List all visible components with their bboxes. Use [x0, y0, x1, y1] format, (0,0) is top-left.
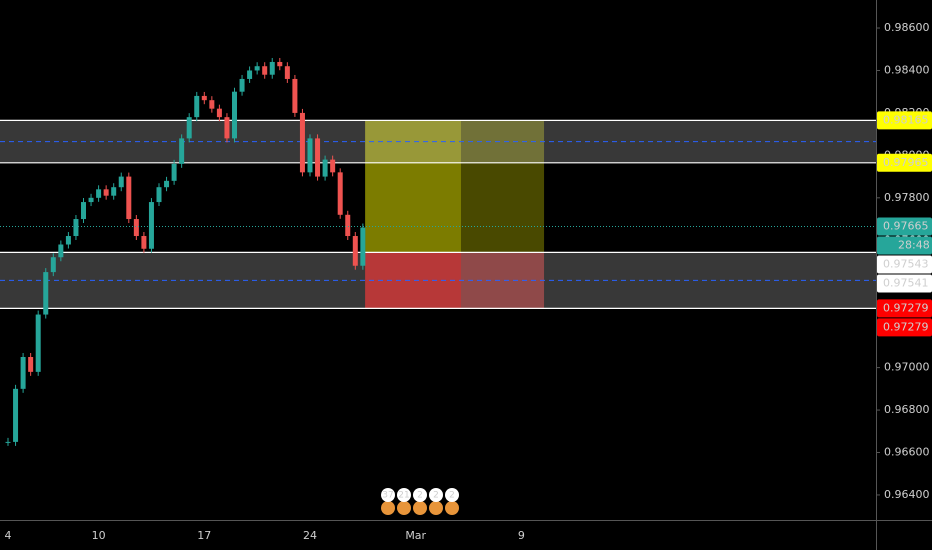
- position-stop: [461, 252, 545, 309]
- candle: [254, 66, 260, 71]
- y-tick-label: 0.96800: [884, 403, 930, 416]
- price-badge: [877, 274, 932, 293]
- candle: [20, 356, 26, 389]
- price-badge-label: 0.98165: [883, 113, 929, 126]
- position-target-filled: [365, 120, 461, 253]
- x-tick-label: 4: [5, 529, 12, 542]
- candle: [164, 180, 170, 188]
- candle: [148, 202, 154, 249]
- candle: [239, 78, 245, 92]
- candle: [201, 95, 207, 101]
- y-tick-label: 0.97000: [884, 361, 930, 374]
- countdown-badge: [877, 236, 932, 255]
- price-badge-label: 0.97543: [883, 257, 929, 270]
- event-icon: [413, 501, 427, 515]
- candle: [322, 159, 328, 177]
- y-tick-label: 0.98400: [884, 63, 930, 76]
- event-badge: [445, 488, 459, 502]
- event-icon: [429, 501, 443, 515]
- candle: [118, 176, 124, 188]
- candle: [13, 388, 19, 442]
- candle: [216, 108, 222, 118]
- candle: [262, 66, 268, 75]
- candle: [126, 176, 132, 220]
- position-target: [461, 120, 545, 253]
- candle: [292, 78, 298, 113]
- candle: [28, 356, 34, 372]
- event-count: 21: [398, 491, 409, 501]
- candle: [141, 236, 147, 249]
- candle: [65, 236, 71, 245]
- event-count: 37: [382, 491, 393, 501]
- candle: [209, 100, 215, 109]
- candle: [277, 61, 283, 67]
- candle: [73, 219, 79, 237]
- event-count: 2: [417, 491, 423, 501]
- candle: [96, 189, 102, 198]
- candle: [232, 91, 237, 139]
- x-tick-label: 10: [92, 529, 106, 542]
- y-tick-label: 0.97800: [884, 191, 930, 204]
- price-badge: [877, 111, 932, 130]
- candle: [330, 159, 336, 173]
- candle: [133, 219, 139, 237]
- candle: [50, 257, 56, 273]
- candle: [156, 187, 162, 203]
- candle: [179, 138, 185, 164]
- x-tick-label: 9: [518, 529, 525, 542]
- event-icon: [397, 501, 411, 515]
- candle: [171, 163, 177, 181]
- candle: [186, 117, 192, 139]
- price-badge: [877, 318, 932, 337]
- candle: [307, 138, 313, 173]
- price-badge: [877, 153, 932, 172]
- price-badge: [877, 299, 932, 318]
- price-badge-label: 0.97665: [883, 219, 929, 232]
- candle: [224, 117, 230, 139]
- y-tick-label: 0.96400: [884, 488, 930, 501]
- event-badge: [429, 488, 443, 502]
- candle: [88, 197, 94, 203]
- event-icon: [381, 501, 395, 515]
- event-count: 2: [433, 491, 439, 501]
- candle: [269, 61, 275, 75]
- x-tick-label: 24: [303, 529, 317, 542]
- event-count: 2: [449, 491, 455, 501]
- event-badge: [413, 488, 427, 502]
- candle: [299, 112, 305, 173]
- candle: [103, 189, 109, 196]
- candle: [284, 66, 290, 79]
- candle: [360, 227, 366, 266]
- countdown: 28:48: [898, 238, 930, 251]
- candle: [81, 202, 86, 220]
- price-badge-label: 0.97279: [883, 301, 929, 314]
- x-tick-label: Mar: [405, 529, 426, 542]
- price-badge-label: 0.97965: [883, 156, 929, 169]
- x-tick-label: 17: [197, 529, 211, 542]
- candle: [5, 441, 11, 443]
- candle: [345, 214, 351, 237]
- zone: [0, 252, 876, 309]
- candle: [337, 172, 343, 215]
- y-tick-label: 0.98600: [884, 21, 930, 34]
- candle: [247, 70, 253, 79]
- event-badge: [397, 488, 411, 502]
- price-badge-label: 0.97541: [883, 276, 929, 289]
- price-badge: [877, 217, 932, 236]
- candle: [43, 272, 49, 315]
- price-badge-label: 0.97279: [883, 320, 929, 333]
- candle: [194, 95, 200, 118]
- candle: [35, 314, 41, 372]
- candle: [111, 187, 117, 196]
- event-badge: [381, 488, 395, 502]
- candle: [58, 244, 64, 258]
- candle: [352, 236, 358, 266]
- price-badge: [877, 255, 932, 274]
- zone: [0, 120, 876, 163]
- event-icon: [445, 501, 459, 515]
- candle: [315, 138, 321, 177]
- y-tick-label: 0.96600: [884, 446, 930, 459]
